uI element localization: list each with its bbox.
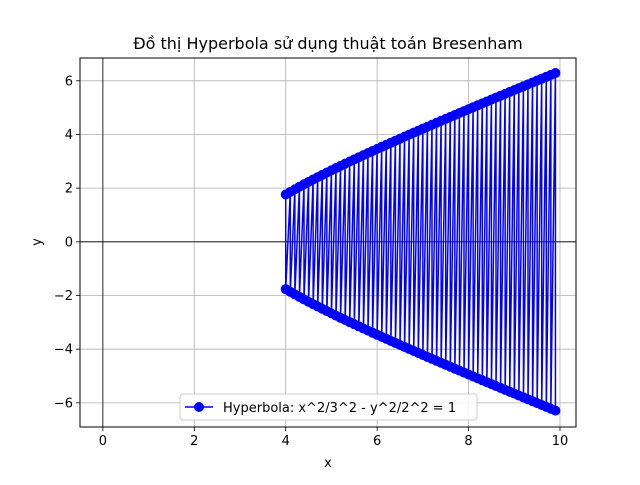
- legend-label: Hyperbola: x^2/3^2 - y^2/2^2 = 1: [223, 401, 456, 416]
- legend-marker-swatch: [194, 402, 204, 412]
- data-point: [550, 405, 561, 416]
- series-hyperbola: [280, 68, 561, 416]
- y-tick-label: 6: [65, 74, 73, 89]
- plot-area-frame: [79, 57, 577, 428]
- x-tick-label: 4: [282, 434, 290, 449]
- x-tick-label: 6: [373, 434, 381, 449]
- x-axis-ticks: 0 2 4 6 8 10: [99, 427, 569, 449]
- legend-box: [179, 393, 478, 421]
- legend: Hyperbola: x^2/3^2 - y^2/2^2 = 1: [179, 393, 478, 421]
- data-point: [550, 68, 561, 79]
- y-axis-label: y: [30, 238, 45, 246]
- x-tick-label: 10: [552, 434, 569, 449]
- chart-title: Đồ thị Hyperbola sử dụng thuật toán Bres…: [133, 34, 523, 53]
- x-tick-label: 2: [190, 434, 198, 449]
- series-line: [284, 72, 557, 411]
- y-tick-label: −6: [54, 396, 73, 411]
- y-tick-label: −4: [54, 343, 73, 358]
- y-tick-label: −2: [54, 289, 73, 304]
- x-axis-label: x: [324, 456, 332, 471]
- x-tick-label: 8: [464, 434, 472, 449]
- y-tick-label: 2: [65, 182, 73, 197]
- y-tick-label: 0: [65, 235, 73, 250]
- y-axis-ticks: −6 −4 −2 0 2 4 6: [54, 74, 80, 411]
- y-tick-label: 4: [65, 128, 73, 143]
- x-tick-label: 0: [99, 434, 107, 449]
